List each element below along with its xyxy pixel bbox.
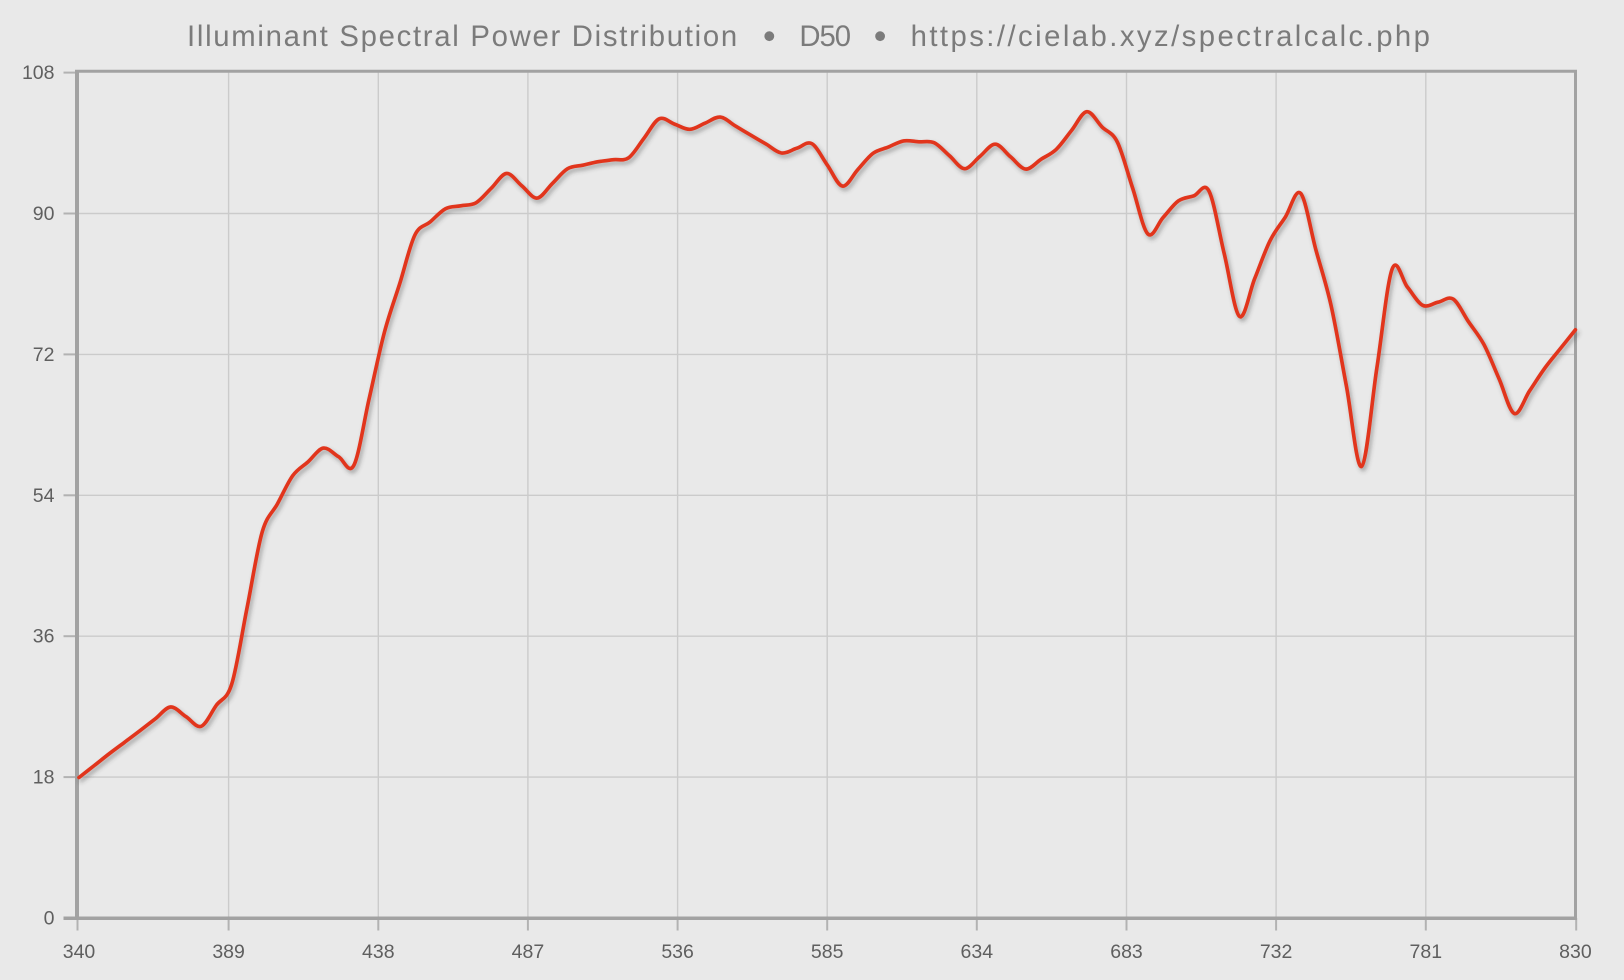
svg-text:340: 340	[63, 941, 96, 963]
svg-text:https://cielab.xyz/spectralcal: https://cielab.xyz/spectralcalc.php	[911, 20, 1433, 53]
svg-text:438: 438	[362, 941, 395, 963]
svg-text:54: 54	[33, 485, 55, 507]
svg-text:389: 389	[212, 941, 245, 963]
svg-text:36: 36	[33, 626, 55, 648]
svg-text:536: 536	[661, 941, 694, 963]
svg-text:487: 487	[512, 941, 545, 963]
svg-text:Illuminant Spectral Power Dist: Illuminant Spectral Power Distribution	[187, 20, 739, 53]
svg-text:683: 683	[1110, 941, 1143, 963]
svg-text:18: 18	[33, 767, 55, 789]
svg-text:830: 830	[1559, 941, 1592, 963]
svg-text:585: 585	[811, 941, 844, 963]
svg-text:732: 732	[1260, 941, 1293, 963]
svg-text:634: 634	[961, 941, 994, 963]
svg-text:781: 781	[1410, 941, 1443, 963]
svg-text:D50: D50	[799, 20, 850, 53]
svg-text:0: 0	[44, 908, 55, 930]
svg-text:90: 90	[33, 203, 55, 225]
svg-text:108: 108	[22, 62, 55, 84]
svg-text:72: 72	[33, 344, 55, 366]
